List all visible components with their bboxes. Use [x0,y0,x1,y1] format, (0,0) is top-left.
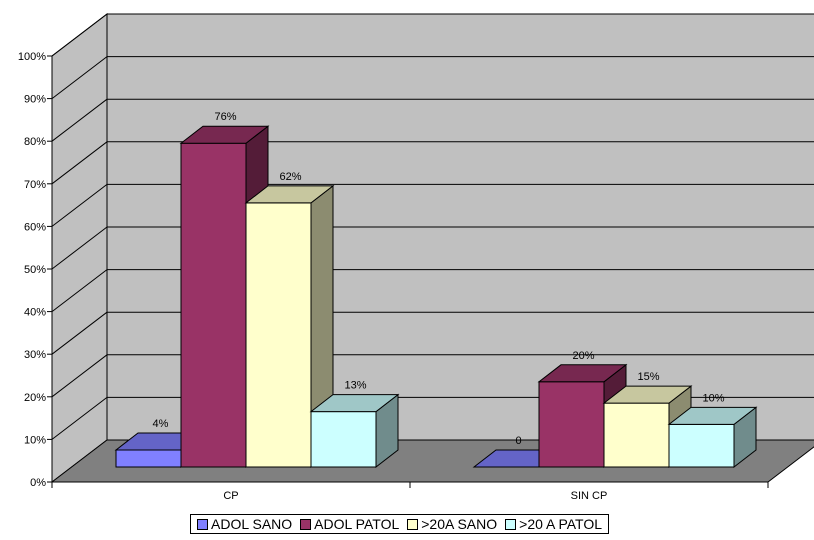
gridline-side [51,397,108,440]
gridline-side [51,269,108,312]
y-tick-label: 50% [24,264,46,276]
legend-item: >20 A PATOL [505,516,602,532]
data-label: 15% [637,371,659,383]
bar-top [244,185,335,204]
bar [244,184,335,469]
legend: ADOL SANO ADOL PATOL >20A SANO >20 A PATOL [190,514,610,534]
data-label: 13% [344,380,366,392]
legend-swatch [197,518,208,530]
bar-top [179,125,270,144]
bars [114,125,758,469]
bar-front [310,411,377,468]
x-tick-label: SIN CP [571,490,608,502]
data-label: 4% [153,418,169,430]
gridline-side [51,13,108,57]
bar-front [668,423,735,468]
y-tick-label: 80% [24,136,46,148]
legend-item: ADOL SANO [197,516,292,532]
y-tick-label: 20% [24,392,46,404]
data-label: 20% [572,350,594,362]
legend-label: ADOL PATOL [314,516,400,532]
y-tick-label: 10% [24,434,46,446]
bar [602,385,693,469]
y-tick-label: 40% [24,307,46,319]
legend-swatch [505,518,517,530]
bar [667,406,758,469]
y-tick-label: 70% [24,179,46,191]
bar-top [667,406,758,425]
bar [309,393,400,469]
data-label: 76% [214,111,236,123]
gridline-side [51,141,108,185]
gridline-side [51,354,108,398]
gridline-side [51,56,108,99]
gridline-side [51,184,108,227]
bar-top [309,394,400,413]
bar-front [115,449,182,468]
gridline-side [51,226,108,270]
bar-front [180,142,247,468]
x-tick-label: CP [223,490,238,502]
gridline-side [51,98,108,142]
gridline-side [51,311,108,355]
y-tick-label: 100% [18,51,46,63]
y-tick-label: 0% [30,477,46,489]
x-axis: CP SIN CP [51,481,769,502]
legend-swatch [300,518,312,530]
y-tick-label: 30% [24,349,46,361]
bar-front [603,402,670,468]
data-labels: 4% 76% 62% 13% 0 20% 15% 10% [153,111,725,447]
data-label: 10% [702,392,724,404]
data-label: 62% [279,171,301,183]
data-label: 0 [515,435,521,447]
bar-front [538,381,605,468]
bar-top [602,385,693,404]
bar-top [537,364,628,383]
y-axis: 0% 10% 20% 30% 40% 50% 60% 70% 80% 90% 100% [18,51,53,489]
legend-swatch [407,518,419,530]
legend-item: ADOL PATOL [300,516,399,532]
legend-item: >20A SANO [407,516,497,532]
legend-label: >20 A PATOL [519,516,603,532]
bar-front [245,202,312,468]
legend-label: ADOL SANO [211,516,293,532]
legend-label: >20A SANO [421,516,498,532]
y-tick-label: 90% [24,94,46,106]
y-tick-label: 60% [24,221,46,233]
